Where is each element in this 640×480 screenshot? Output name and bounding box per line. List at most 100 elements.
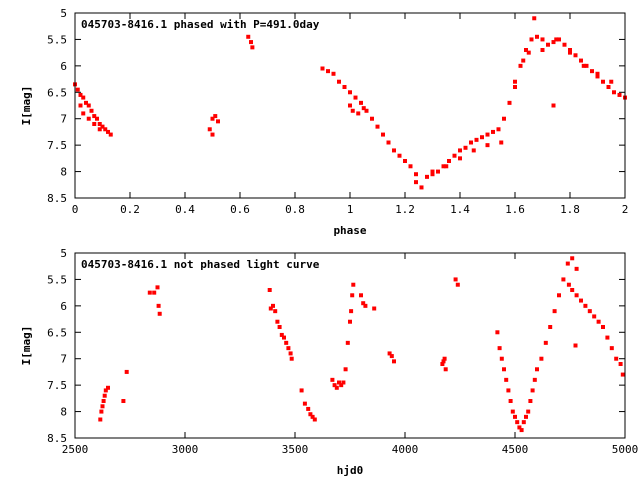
data-point — [356, 111, 361, 116]
x-tick-label: 2 — [622, 203, 629, 216]
x-axis-label: hjd0 — [337, 464, 364, 477]
data-point — [568, 48, 572, 52]
data-point — [213, 114, 218, 119]
data-point — [430, 172, 435, 177]
data-point — [326, 69, 330, 74]
phased-light-curve-chart: 0 0.2 0.4 0.6 0.8 1 1.2 1.4 1.6 1.8 2 5 5.5 6 6.5 7 7.5 8… — [20, 7, 628, 237]
data-point — [548, 325, 553, 329]
data-point — [282, 335, 286, 340]
data-point — [513, 414, 517, 419]
data-point — [546, 42, 550, 47]
y-axis-label: I[mag] — [20, 86, 33, 126]
y-tick-label: 7 — [60, 113, 67, 126]
data-point — [495, 330, 500, 335]
data-point — [75, 87, 80, 92]
data-point — [330, 377, 335, 382]
data-point — [210, 132, 215, 137]
data-point — [595, 74, 600, 79]
x-axis-label: phase — [333, 224, 366, 237]
x-tick-label: 5000 — [612, 443, 639, 456]
data-point — [601, 79, 605, 84]
data-point — [614, 356, 619, 361]
data-point — [92, 122, 97, 126]
data-point — [540, 48, 545, 52]
data-point — [271, 303, 275, 308]
data-point — [447, 159, 451, 163]
data-point — [573, 343, 578, 348]
data-point — [86, 116, 91, 121]
data-point — [508, 399, 513, 403]
data-point — [359, 293, 363, 298]
x-tick-label: 1.6 — [505, 203, 525, 216]
data-point — [207, 127, 212, 132]
data-point — [350, 108, 355, 113]
data-point — [587, 309, 592, 314]
data-point — [618, 362, 623, 366]
data-point — [341, 380, 346, 385]
x-tick-label: 0.2 — [120, 203, 140, 216]
data-point — [499, 140, 504, 145]
data-point — [397, 153, 402, 158]
data-point — [485, 143, 490, 148]
x-tick-label: 1.8 — [560, 203, 580, 216]
data-point — [517, 425, 522, 430]
data-point — [337, 380, 341, 385]
data-point — [592, 314, 597, 319]
data-point — [339, 383, 344, 388]
raw-light-curve-chart: 2500 3000 3500 4000 4500 5000 5 5.5 6 6.5 7 7.5 8 8.5… — [20, 247, 638, 477]
data-point — [529, 37, 534, 42]
data-point — [98, 417, 103, 422]
data-point — [349, 309, 354, 314]
x-tick-label: 0.4 — [175, 203, 195, 216]
x-tick-label: 4500 — [502, 443, 529, 456]
x-tick-label: 3000 — [172, 443, 199, 456]
data-point — [590, 69, 594, 74]
data-point — [121, 399, 126, 403]
data-point — [535, 367, 539, 372]
data-point — [526, 50, 531, 55]
data-point — [342, 85, 347, 89]
plot-frame — [74, 252, 626, 439]
data-point — [620, 372, 625, 377]
data-point — [103, 127, 108, 132]
data-point — [157, 311, 162, 316]
data-point — [364, 108, 369, 113]
data-point — [574, 266, 579, 271]
data-point — [579, 58, 583, 63]
data-point — [573, 53, 578, 58]
data-point — [570, 256, 575, 261]
data-point — [502, 367, 506, 372]
data-point — [86, 103, 91, 108]
data-point — [570, 288, 575, 292]
data-point — [249, 40, 253, 45]
data-point — [485, 132, 490, 137]
data-point — [440, 362, 445, 366]
data-point — [530, 388, 535, 393]
data-point — [267, 288, 272, 292]
data-point — [507, 100, 512, 105]
data-point — [519, 428, 524, 433]
data-point — [381, 132, 385, 137]
y-tick-label: 5.5 — [47, 273, 67, 286]
y-tick-label: 8 — [60, 406, 67, 419]
data-point — [510, 409, 515, 414]
data-point — [350, 293, 355, 298]
data-point — [584, 63, 589, 68]
chart-title: 045703-8416.1 phased with P=491.0day — [81, 18, 320, 31]
data-point — [506, 388, 511, 393]
data-point — [89, 108, 94, 113]
data-point — [609, 79, 614, 84]
data-point — [521, 420, 526, 425]
data-point — [551, 103, 556, 108]
data-point — [444, 164, 449, 169]
data-point — [441, 164, 446, 169]
data-point — [284, 340, 289, 345]
data-point — [430, 169, 435, 174]
data-point — [155, 285, 160, 290]
data-point — [554, 37, 559, 42]
data-point — [103, 388, 108, 393]
data-point — [595, 71, 600, 76]
data-point — [568, 50, 572, 55]
data-point — [246, 34, 251, 39]
